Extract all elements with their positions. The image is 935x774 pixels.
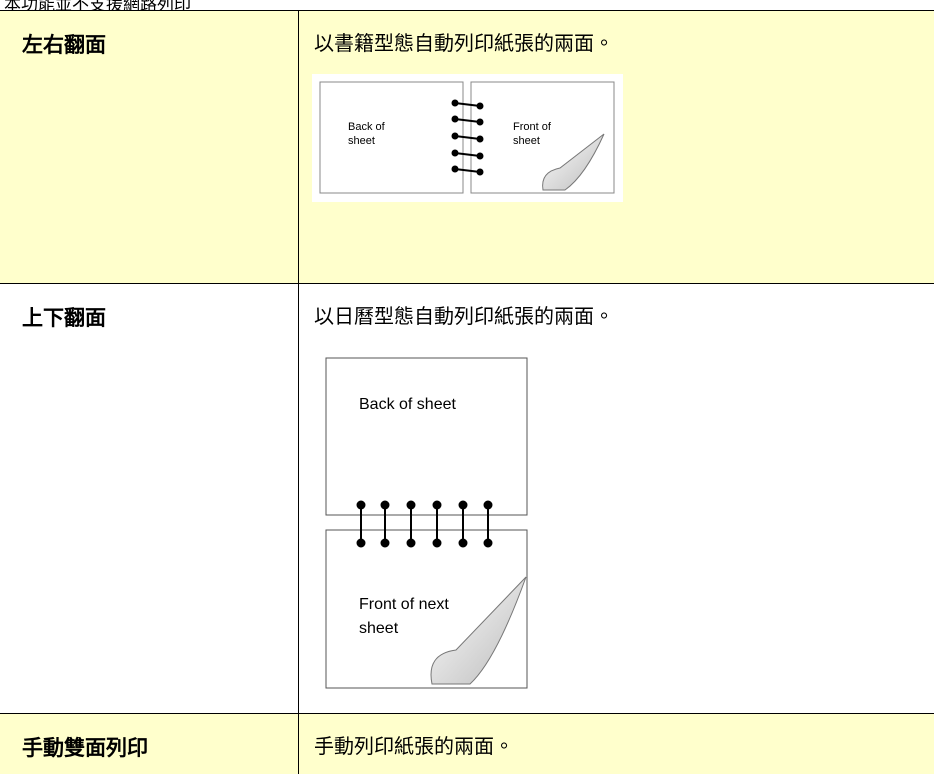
table-row: 手動雙面列印 手動列印紙張的兩面。	[0, 713, 934, 774]
page	[319, 81, 464, 194]
term: 左右翻面	[22, 33, 106, 57]
image-label: Front of	[513, 121, 552, 133]
image-label: sheet	[513, 135, 540, 147]
description: 以書籍型態自動列印紙張的兩面。	[314, 31, 614, 55]
description: 手動列印紙張的兩面。	[314, 734, 514, 758]
term: 上下翻面	[22, 306, 106, 330]
term: 手動雙面列印	[22, 736, 148, 760]
book-duplex-illustration: Back of sheet Front of sheet	[312, 74, 623, 202]
page	[325, 357, 528, 516]
page-curl	[430, 576, 527, 685]
description: 以日曆型態自動列印紙張的兩面。	[314, 304, 614, 328]
image-label: sheet	[348, 135, 375, 147]
column-divider	[298, 714, 299, 774]
image-label: Front of next	[359, 596, 449, 613]
page	[470, 81, 615, 194]
page	[325, 529, 528, 689]
binding	[356, 500, 493, 548]
image-label: Back of sheet	[359, 396, 457, 413]
image-label: Back of	[348, 121, 386, 133]
calendar-duplex-illustration: Back of sheet Front of next sheet	[325, 357, 528, 689]
column-divider	[298, 11, 299, 283]
image-label: sheet	[359, 620, 399, 637]
page-curl	[542, 133, 605, 191]
binding	[451, 99, 484, 176]
column-divider	[298, 284, 299, 713]
table-row: 上下翻面 以日曆型態自動列印紙張的兩面。	[0, 283, 934, 713]
